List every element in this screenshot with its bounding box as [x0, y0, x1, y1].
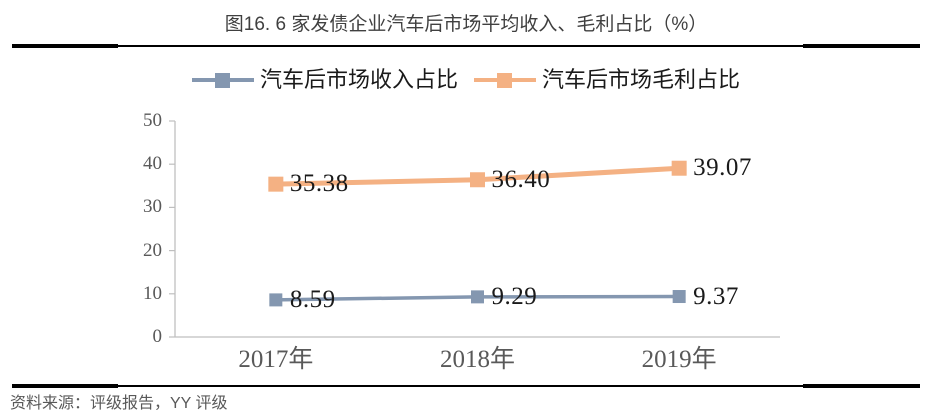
data-point-marker	[471, 290, 484, 304]
top-divider-thick-right	[803, 44, 920, 48]
legend-line-marker-icon	[191, 72, 254, 88]
data-point-label: 9.37	[693, 282, 739, 310]
top-divider-thick-left	[12, 44, 118, 48]
y-axis-tick-label: 10	[143, 282, 162, 304]
y-axis-tick-label: 20	[143, 239, 162, 261]
chart-title: 图16. 6 家发债企业汽车后市场平均收入、毛利占比（%）	[224, 14, 708, 35]
y-axis-tick-label: 0	[152, 326, 163, 347]
legend-label-0: 汽车后市场收入占比	[259, 67, 458, 92]
legend-line-marker-icon	[474, 72, 536, 88]
legend-item-0: 汽车后市场收入占比	[191, 66, 458, 94]
legend-marker	[214, 72, 230, 88]
data-point-label: 9.29	[491, 282, 538, 310]
data-point-marker	[470, 172, 485, 188]
top-divider	[12, 44, 920, 48]
data-point-label: 35.38	[289, 170, 349, 198]
x-axis-category-label: 2018年	[439, 346, 515, 373]
legend-item-1: 汽车后市场毛利占比	[474, 66, 740, 94]
data-point-marker	[269, 293, 283, 307]
y-axis-tick-label: 30	[143, 196, 162, 218]
y-axis-tick-label: 50	[143, 110, 162, 131]
x-axis-category-label: 2017年	[238, 346, 314, 373]
legend-marker	[497, 72, 512, 88]
data-point-label: 8.59	[289, 285, 336, 313]
bottom-divider-thick-left	[12, 384, 118, 388]
bottom-divider	[12, 384, 920, 388]
source-note: 资料来源：评级报告，YY 评级	[10, 395, 228, 412]
data-point-marker	[268, 176, 284, 192]
bottom-divider-thin-rule	[12, 385, 920, 387]
bottom-divider-thick-right	[803, 384, 920, 388]
x-axis-category-label: 2019年	[641, 346, 717, 373]
data-point-marker	[672, 290, 686, 304]
y-axis-tick-label: 40	[143, 153, 162, 175]
chart-legend: 汽车后市场收入占比 汽车后市场毛利占比	[0, 64, 932, 96]
data-point-label: 36.40	[491, 165, 551, 193]
legend-label-1: 汽车后市场毛利占比	[542, 67, 741, 92]
top-divider-thin-rule	[12, 45, 920, 47]
data-point-marker	[671, 160, 687, 176]
data-point-label: 39.07	[693, 154, 752, 182]
